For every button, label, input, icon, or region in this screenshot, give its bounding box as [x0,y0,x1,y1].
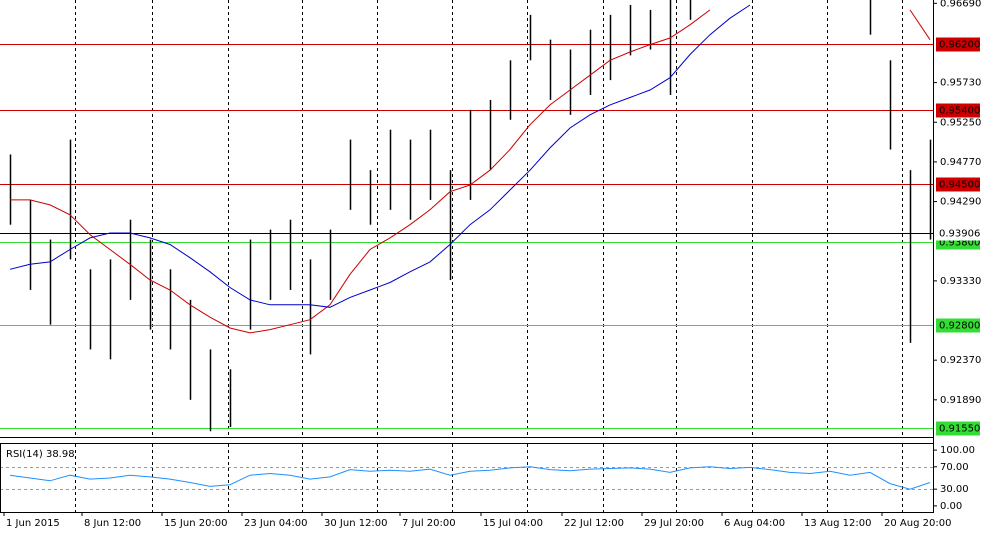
level-label: 0.94500 [939,180,980,191]
level-label: 0.92800 [939,321,980,332]
main-plot [0,0,933,437]
level-label: 0.95400 [939,106,980,117]
y-tick-label: 0.94290 [940,197,981,208]
rsi-title: RSI(14) 38.98 [6,449,75,460]
x-tick-label: 1 Jun 2015 [6,518,60,529]
x-tick-label: 15 Jul 04:00 [483,518,543,529]
moving-average [10,9,711,334]
level-label: 0.93906 [939,229,980,240]
x-tick-label: 23 Jun 04:00 [244,518,308,529]
level-label: 0.93800 [939,238,980,249]
x-tick-label: 6 Aug 04:00 [724,518,785,529]
level-label: 0.91550 [939,424,980,435]
y-tick-label: 0.95730 [940,78,981,89]
level-box [936,177,980,192]
x-tick-label: 15 Jun 20:00 [164,518,228,529]
rsi-frame [0,443,934,513]
y-tick-label: 0.96690 [940,0,981,9]
y-tick-label: 0.00 [940,501,962,512]
x-tick-label: 30 Jun 12:00 [324,518,388,529]
y-tick-label: 0.93330 [940,276,981,287]
y-tick-label: 0.95250 [940,117,981,128]
x-tick-label: 13 Aug 12:00 [804,518,871,529]
y-tick-label: 100.00 [940,445,975,456]
level-box [936,103,980,118]
rsi-line [9,466,931,490]
x-tick-label: 22 Jul 12:00 [564,518,624,529]
x-tick-label: 7 Jul 20:00 [402,518,456,529]
moving-average [909,9,931,40]
y-tick-label: 0.91890 [940,395,981,406]
rsi-plot [0,444,933,513]
level-box [936,318,980,333]
overlay: 0.96690 0.95730 0.95250 0.94770 0.94290 0.933… [3,0,981,529]
y-tick-label: 70.00 [940,462,969,473]
y-tick-label: 30.00 [940,484,969,495]
level-box [936,37,980,52]
x-tick-label: 29 Jul 20:00 [644,518,704,529]
level-box [936,226,980,241]
level-box [936,421,980,436]
level-label: 0.96200 [939,40,980,51]
x-tick-label: 8 Jun 12:00 [84,518,141,529]
moving-average [9,4,751,308]
y-tick-label: 0.92370 [940,355,981,366]
y-tick-label: 0.94770 [940,157,981,168]
x-tick-label: 20 Aug 20:00 [884,518,951,529]
